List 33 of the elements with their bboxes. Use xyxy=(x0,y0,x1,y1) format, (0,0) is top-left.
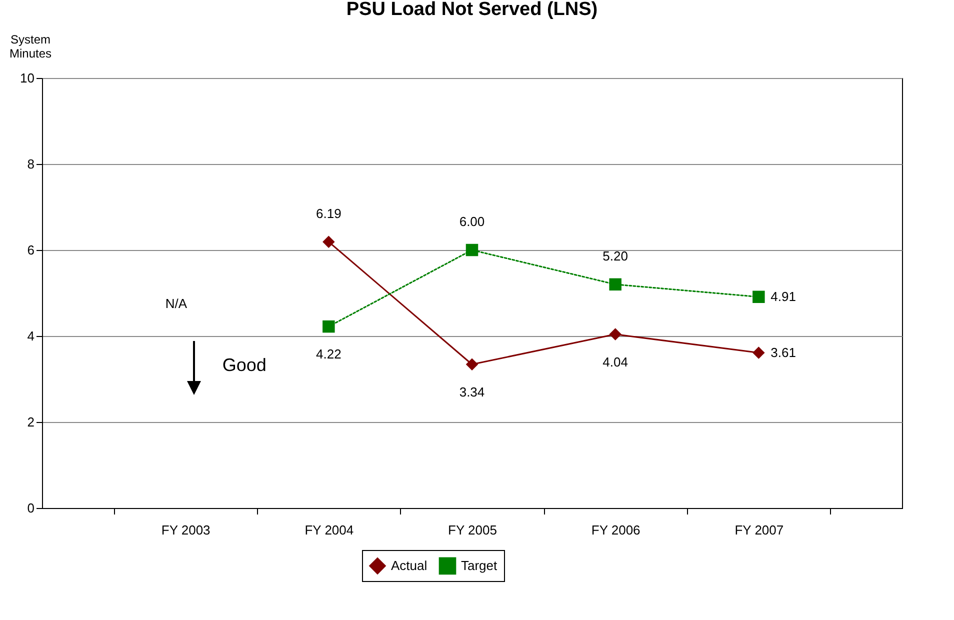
point xyxy=(752,290,765,303)
y-tick-label: 2 xyxy=(27,414,34,430)
y-axis-title: System Minutes xyxy=(9,32,52,60)
legend-label: Target xyxy=(461,558,498,573)
x-tick-label: FY 2004 xyxy=(304,522,354,538)
point xyxy=(609,278,622,291)
y-tick-label: 10 xyxy=(20,70,34,86)
point xyxy=(322,320,335,333)
point xyxy=(466,358,478,371)
point xyxy=(466,244,478,256)
y-tick-label: 4 xyxy=(27,328,34,344)
x-tick-label: FY 2005 xyxy=(448,522,497,538)
annotation: Good xyxy=(222,355,266,376)
point xyxy=(609,328,622,340)
data-label: 6.19 xyxy=(316,206,342,221)
data-label: 6.00 xyxy=(459,214,485,229)
y-tick-label: 6 xyxy=(27,242,34,258)
data-label: 4.91 xyxy=(770,288,796,304)
point xyxy=(752,346,765,359)
legend-label: Actual xyxy=(391,558,428,573)
x-tick-label: FY 2003 xyxy=(161,522,210,538)
x-tick-label: FY 2006 xyxy=(591,522,640,538)
data-label: 5.20 xyxy=(602,248,628,264)
data-label: 3.34 xyxy=(459,384,485,400)
data-label: 4.04 xyxy=(602,354,628,370)
annotation: N/A xyxy=(165,296,187,311)
x-tick-label: FY 2007 xyxy=(734,522,784,538)
y-tick-label: 8 xyxy=(27,156,34,172)
y-tick-label: 0 xyxy=(27,500,34,516)
point xyxy=(322,236,335,248)
chart-title: PSU Load Not Served (LNS) xyxy=(346,0,598,20)
data-label: 3.61 xyxy=(770,344,796,360)
data-label: 4.22 xyxy=(316,346,342,362)
